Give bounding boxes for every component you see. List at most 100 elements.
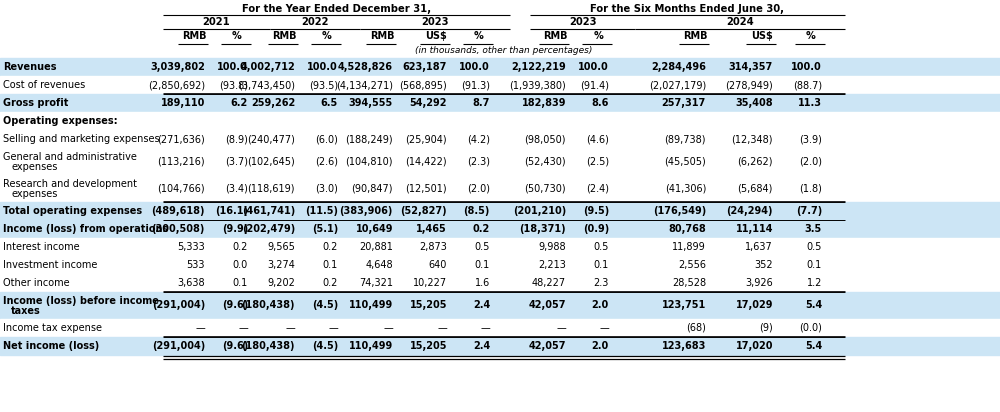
Text: 123,683: 123,683 (662, 341, 706, 351)
Text: (12,501): (12,501) (405, 183, 447, 194)
Text: (8.5): (8.5) (464, 206, 490, 216)
Text: (6,262): (6,262) (738, 157, 773, 166)
Text: (3.7): (3.7) (225, 157, 248, 166)
Text: %: % (806, 31, 816, 41)
Text: 6.5: 6.5 (321, 98, 338, 108)
Text: 0.5: 0.5 (475, 242, 490, 252)
Text: 11,114: 11,114 (736, 224, 773, 234)
Text: Gross profit: Gross profit (3, 98, 68, 108)
Text: 100.0: 100.0 (217, 62, 248, 72)
Text: 0.2: 0.2 (473, 224, 490, 234)
Text: 257,317: 257,317 (662, 98, 706, 108)
Text: 314,357: 314,357 (729, 62, 773, 72)
Text: (52,430): (52,430) (524, 157, 566, 166)
Text: 0.1: 0.1 (594, 260, 609, 270)
Text: 35,408: 35,408 (735, 98, 773, 108)
Text: (2.4): (2.4) (586, 183, 609, 194)
Text: Income tax expense: Income tax expense (3, 323, 102, 333)
Text: 54,292: 54,292 (410, 98, 447, 108)
Text: (4.2): (4.2) (467, 134, 490, 144)
Text: 640: 640 (429, 260, 447, 270)
Text: 74,321: 74,321 (359, 278, 393, 288)
Text: (91.4): (91.4) (580, 80, 609, 90)
Text: 0.0: 0.0 (233, 260, 248, 270)
Bar (0, 238, 1000, 256)
Text: (102,645): (102,645) (247, 157, 295, 166)
Text: 2.4: 2.4 (473, 341, 490, 351)
Text: (240,477): (240,477) (247, 134, 295, 144)
Text: 0.1: 0.1 (233, 278, 248, 288)
Text: 10,649: 10,649 (356, 224, 393, 234)
Text: 2023: 2023 (421, 17, 449, 27)
Text: 5.4: 5.4 (805, 341, 822, 351)
Text: 42,057: 42,057 (528, 300, 566, 311)
Text: (1.8): (1.8) (799, 183, 822, 194)
Text: 10,227: 10,227 (413, 278, 447, 288)
Text: (291,004): (291,004) (152, 341, 205, 351)
Text: 5,333: 5,333 (177, 242, 205, 252)
Text: Operating expenses:: Operating expenses: (3, 116, 118, 126)
Text: (93.5): (93.5) (309, 80, 338, 90)
Text: 4,528,826: 4,528,826 (338, 62, 393, 72)
Text: 28,528: 28,528 (672, 278, 706, 288)
Text: 15,205: 15,205 (410, 341, 447, 351)
Text: (2.0): (2.0) (467, 183, 490, 194)
Text: Research and development: Research and development (3, 179, 137, 189)
Text: RMB: RMB (683, 31, 707, 41)
Text: 3,039,802: 3,039,802 (150, 62, 205, 72)
Text: (2.3): (2.3) (467, 157, 490, 166)
Text: taxes: taxes (11, 306, 41, 316)
Text: (14,422): (14,422) (405, 157, 447, 166)
Text: (5.1): (5.1) (312, 224, 338, 234)
Text: 123,751: 123,751 (662, 300, 706, 311)
Text: (6.0): (6.0) (315, 134, 338, 144)
Text: 9,565: 9,565 (267, 242, 295, 252)
Text: (88.7): (88.7) (793, 80, 822, 90)
Text: (3.9): (3.9) (799, 134, 822, 144)
Text: (2.5): (2.5) (586, 157, 609, 166)
Text: 1.6: 1.6 (475, 278, 490, 288)
Text: 182,839: 182,839 (522, 98, 566, 108)
Text: (201,210): (201,210) (513, 206, 566, 216)
Text: (4.6): (4.6) (586, 134, 609, 144)
Bar (0, 256, 1000, 274)
Text: Total operating expenses: Total operating expenses (3, 206, 142, 216)
Text: 0.1: 0.1 (323, 260, 338, 270)
Text: 100.0: 100.0 (307, 62, 338, 72)
Text: (202,479): (202,479) (242, 224, 295, 234)
Text: (8.9): (8.9) (225, 134, 248, 144)
Text: (104,766): (104,766) (157, 183, 205, 194)
Text: 0.2: 0.2 (323, 278, 338, 288)
Text: (4,134,271): (4,134,271) (336, 80, 393, 90)
Text: 3,926: 3,926 (745, 278, 773, 288)
Text: (98,050): (98,050) (524, 134, 566, 144)
Bar (0, 274, 1000, 292)
Text: (4.5): (4.5) (312, 341, 338, 351)
Text: (93.8): (93.8) (219, 80, 248, 90)
Bar (0, 202, 1000, 220)
Text: (68): (68) (686, 323, 706, 333)
Bar (0, 220, 1000, 238)
Text: 2,873: 2,873 (419, 242, 447, 252)
Text: (9.9): (9.9) (222, 224, 248, 234)
Text: 4,648: 4,648 (365, 260, 393, 270)
Text: 48,227: 48,227 (532, 278, 566, 288)
Text: 2022: 2022 (301, 17, 329, 27)
Text: (24,294): (24,294) (726, 206, 773, 216)
Text: —: — (285, 323, 295, 333)
Text: RMB: RMB (543, 31, 567, 41)
Text: (16.1): (16.1) (215, 206, 248, 216)
Text: %: % (474, 31, 484, 41)
Text: 20,881: 20,881 (359, 242, 393, 252)
Text: (300,508): (300,508) (152, 224, 205, 234)
Text: Investment income: Investment income (3, 260, 97, 270)
Text: 623,187: 623,187 (403, 62, 447, 72)
Text: 3,638: 3,638 (177, 278, 205, 288)
Text: (91.3): (91.3) (461, 80, 490, 90)
Text: (2.0): (2.0) (799, 157, 822, 166)
Text: 3.5: 3.5 (805, 224, 822, 234)
Text: 352: 352 (754, 260, 773, 270)
Text: (50,730): (50,730) (524, 183, 566, 194)
Text: 100.0: 100.0 (578, 62, 609, 72)
Text: (383,906): (383,906) (340, 206, 393, 216)
